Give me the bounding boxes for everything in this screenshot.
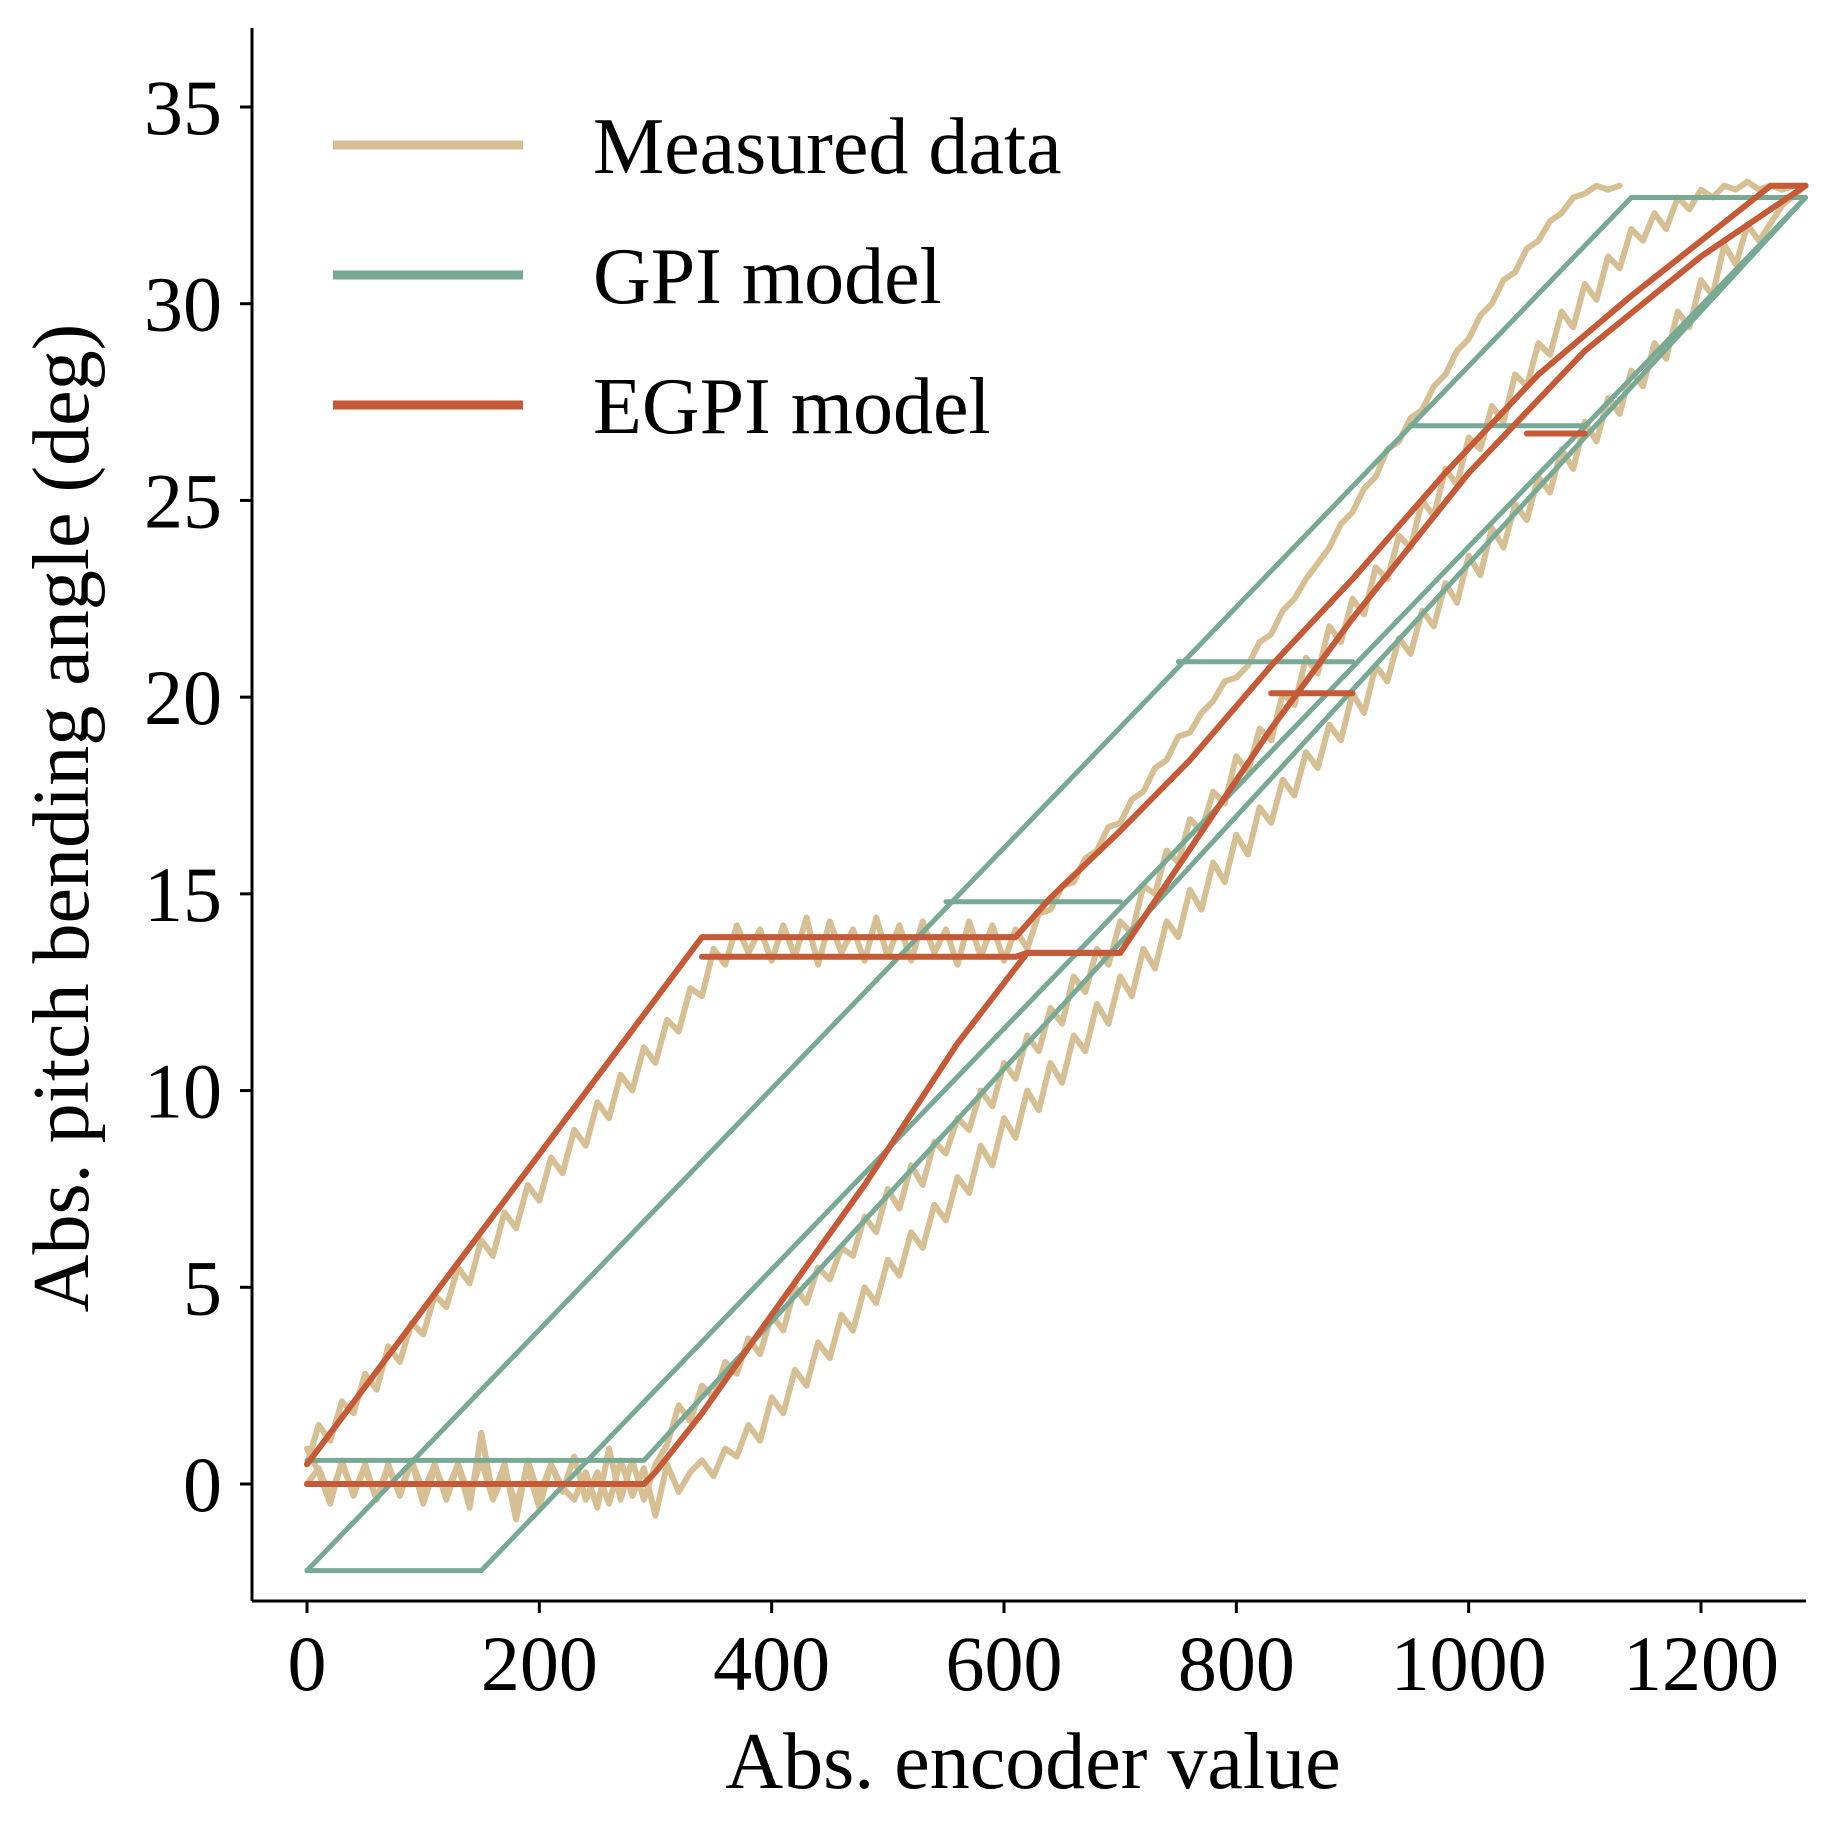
legend: Measured data GPI model EGPI model bbox=[333, 103, 1062, 451]
y-tick-label: 15 bbox=[144, 851, 222, 938]
y-ticks: 0 5 10 15 20 25 30 35 bbox=[144, 64, 252, 1528]
x-tick-label: 600 bbox=[946, 1620, 1063, 1707]
y-tick-label: 5 bbox=[183, 1244, 222, 1331]
x-axis-label: Abs. encoder value bbox=[725, 1718, 1340, 1806]
axes bbox=[250, 28, 1806, 1603]
measured-series-line-2 bbox=[304, 182, 1809, 1519]
y-tick-label: 0 bbox=[183, 1441, 222, 1528]
measured-series-line-1 bbox=[304, 178, 1809, 1523]
gpi-series-line-2 bbox=[304, 195, 1808, 1463]
gpi-series-line-3 bbox=[304, 195, 1808, 1574]
egpi-series-line-1 bbox=[304, 182, 1809, 1468]
y-tick-label: 25 bbox=[144, 457, 222, 544]
x-ticks: 0 200 400 600 800 1000 1200 bbox=[288, 1601, 1779, 1707]
x-tick-label: 1000 bbox=[1391, 1620, 1547, 1707]
y-tick-label: 20 bbox=[144, 654, 222, 741]
egpi-series-line-2 bbox=[304, 182, 1809, 1487]
y-tick-label: 10 bbox=[144, 1048, 222, 1135]
plot-lines bbox=[304, 178, 1809, 1574]
x-tick-label: 1200 bbox=[1623, 1620, 1779, 1707]
x-tick-label: 200 bbox=[481, 1620, 598, 1707]
legend-label-gpi: GPI model bbox=[593, 233, 942, 321]
x-tick-label: 0 bbox=[288, 1620, 327, 1707]
legend-label-measured: Measured data bbox=[593, 103, 1062, 191]
gpi-series-line-1 bbox=[304, 195, 1808, 1574]
legend-label-egpi: EGPI model bbox=[593, 363, 991, 451]
y-axis-label: Abs. pitch bending angle (deg) bbox=[18, 324, 106, 1313]
y-tick-label: 35 bbox=[144, 64, 222, 151]
x-tick-label: 800 bbox=[1178, 1620, 1295, 1707]
x-tick-label: 400 bbox=[713, 1620, 830, 1707]
egpi-series-line-3 bbox=[699, 949, 1124, 960]
y-tick-label: 30 bbox=[144, 261, 222, 348]
